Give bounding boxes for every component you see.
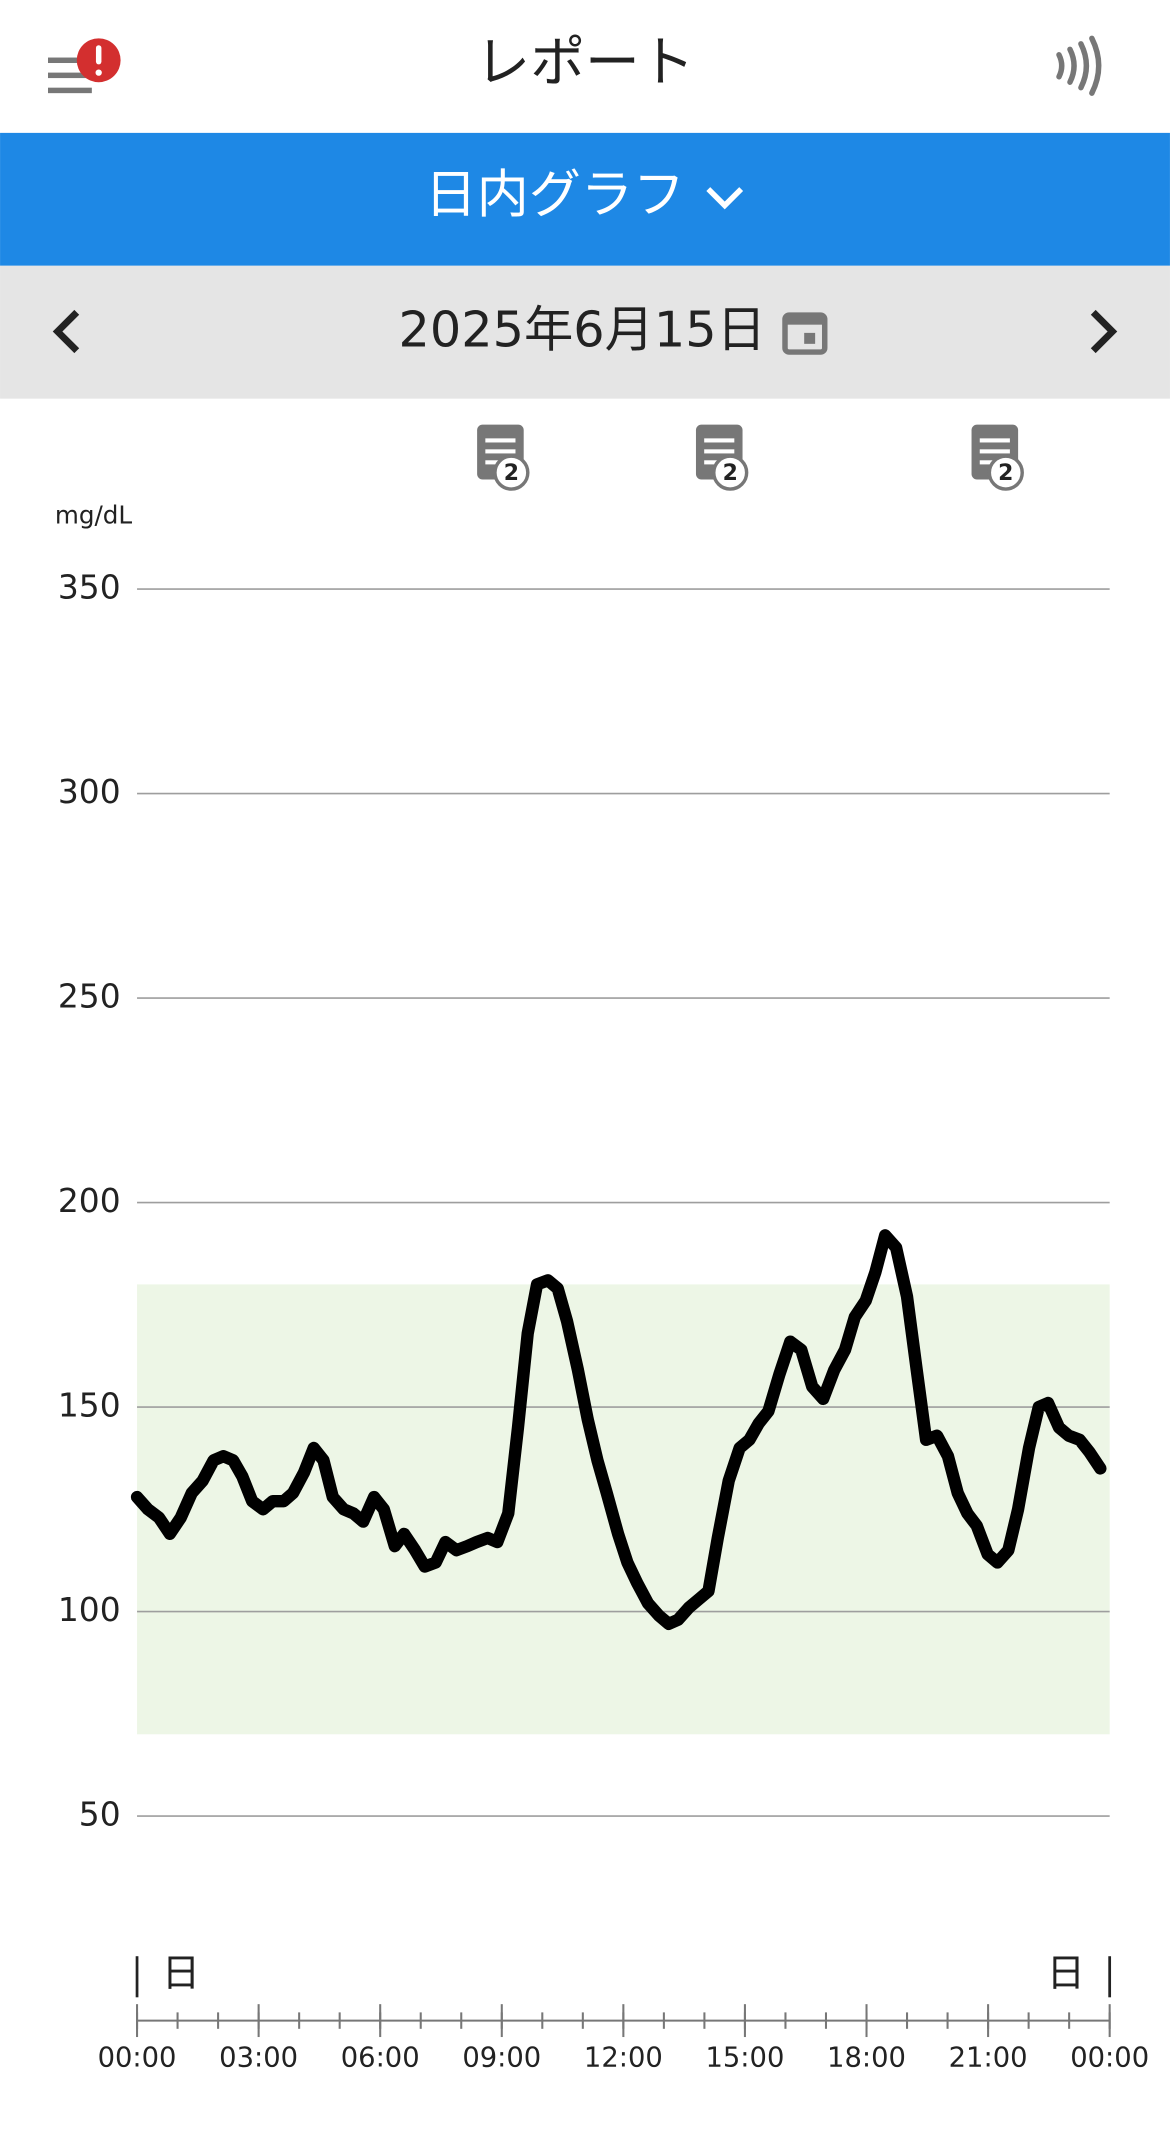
note-icon[interactable]: 2 (477, 424, 530, 491)
x-tick-label: 00:00 (1070, 2042, 1149, 2073)
alert-mark (95, 45, 102, 65)
note-icon[interactable]: 2 (971, 424, 1024, 491)
x-tick-label: 03:00 (219, 2042, 298, 2073)
date-label: 2025年6月15日 (399, 300, 766, 358)
x-tick-label: 00:00 (98, 2042, 177, 2073)
y-tick-label: 300 (58, 772, 121, 811)
note-badge (987, 454, 1024, 491)
note-line (704, 438, 735, 443)
glucose-line (130, 1229, 1107, 1631)
note-line (979, 438, 1010, 443)
next-day-button[interactable] (1090, 309, 1118, 354)
plot: 50 100 150 200 250 300 350 00:00 03:00 06:00 09:00… (58, 424, 1149, 2073)
note-line (485, 449, 516, 454)
tab-label: 日内グラフ (425, 166, 685, 226)
y-tick-label: 250 (58, 977, 121, 1016)
note-line (979, 449, 1010, 454)
y-tick-label: 200 (58, 1181, 121, 1220)
menu-line (48, 57, 92, 64)
menu-line (48, 87, 92, 94)
y-axis-label: mg/dL (55, 500, 133, 529)
tab-bar (0, 132, 1170, 266)
calendar-day (804, 332, 816, 344)
note-badge (712, 454, 749, 491)
note-badge (493, 454, 530, 491)
menu-button[interactable] (48, 38, 121, 94)
date-bar (0, 265, 1170, 399)
x-tick-label: 21:00 (949, 2042, 1028, 2073)
note-line (485, 438, 516, 443)
x-tick-label: 18:00 (827, 2042, 906, 2073)
tab-selector[interactable]: 日内グラフ (425, 166, 744, 226)
dropdown-chevron (706, 187, 744, 210)
note-line (704, 449, 735, 454)
day-marker: 日 (1047, 1951, 1085, 1996)
top-bar (0, 0, 1170, 133)
note-count: 2 (723, 461, 738, 486)
calendar-button[interactable] (782, 312, 828, 355)
page-title: レポート (475, 30, 694, 94)
nfc-icon[interactable] (1056, 35, 1102, 96)
x-tick-label: 15:00 (705, 2042, 784, 2073)
calendar-top (785, 315, 825, 325)
day-marker: 日 (162, 1951, 200, 1996)
y-tick-label: 150 (58, 1386, 121, 1425)
note-count: 2 (504, 461, 519, 486)
target-range (137, 1284, 1110, 1735)
x-tick-label: 09:00 (462, 2042, 541, 2073)
y-tick-label: 350 (58, 568, 121, 607)
x-tick-label: 12:00 (584, 2042, 663, 2073)
note-icon[interactable]: 2 (695, 424, 749, 491)
x-tick-label: 06:00 (341, 2042, 420, 2073)
menu-line (48, 72, 92, 79)
note-count: 2 (998, 461, 1013, 486)
alert-dot (95, 69, 102, 76)
y-tick-label: 50 (79, 1795, 121, 1834)
y-tick-label: 100 (58, 1590, 121, 1629)
prev-day-button[interactable] (52, 309, 80, 354)
